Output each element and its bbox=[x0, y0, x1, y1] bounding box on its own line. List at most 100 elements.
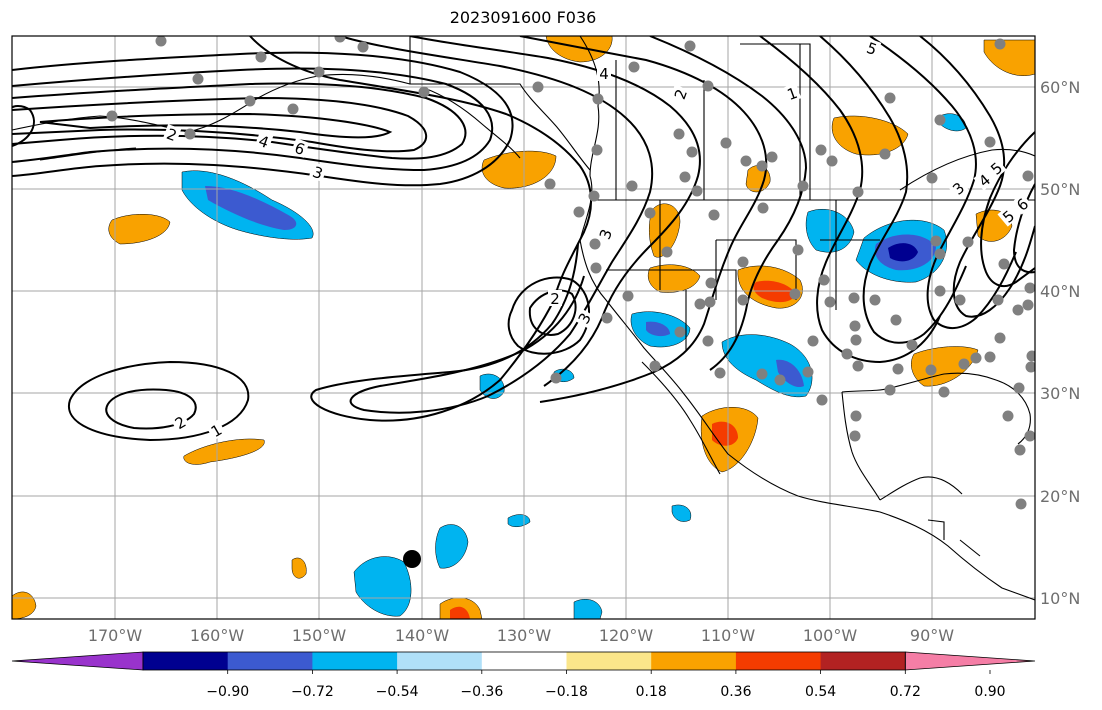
station-dot bbox=[1024, 430, 1035, 442]
station-dot bbox=[824, 296, 836, 308]
station-dot bbox=[106, 110, 118, 122]
station-dot bbox=[849, 320, 861, 332]
station-dot bbox=[589, 238, 601, 250]
colorbar-box bbox=[397, 652, 483, 670]
station-dot bbox=[934, 248, 946, 260]
station-dot bbox=[192, 73, 204, 85]
station-dot bbox=[737, 256, 749, 268]
colorbar-box bbox=[820, 652, 906, 670]
station-dot bbox=[674, 326, 686, 338]
station-dot bbox=[691, 185, 703, 197]
colorbar-box bbox=[481, 652, 567, 670]
station-dot bbox=[255, 51, 267, 63]
colorbar-tick-label: −0.18 bbox=[545, 684, 588, 700]
station-dot bbox=[756, 368, 768, 380]
station-dot bbox=[590, 262, 602, 274]
shade-orange bbox=[911, 346, 979, 387]
station-dot bbox=[661, 246, 673, 258]
station-dot bbox=[926, 172, 938, 184]
colorbar-frame bbox=[142, 651, 906, 671]
colorbar-tick-label: −0.54 bbox=[376, 684, 419, 700]
station-dot bbox=[1022, 170, 1034, 182]
colorbar-tick-labels: −0.90 −0.72 −0.54 −0.36 −0.18 0.18 0.36 0.54 0.7… bbox=[206, 670, 1006, 700]
station-dot bbox=[816, 394, 828, 406]
station-dot bbox=[884, 92, 896, 104]
station-dot bbox=[705, 277, 717, 289]
station-dot bbox=[679, 171, 691, 183]
station-dot bbox=[628, 61, 640, 73]
station-dot bbox=[649, 360, 661, 372]
contour-label-bg bbox=[973, 169, 995, 191]
shade-blue bbox=[435, 524, 469, 569]
station-dot bbox=[573, 206, 585, 218]
longitude-label: 170°W bbox=[88, 626, 143, 645]
shade-orange bbox=[647, 264, 701, 293]
station-dot bbox=[850, 334, 862, 346]
latitude-label: 30°N bbox=[1040, 384, 1080, 403]
station-dot bbox=[802, 366, 814, 378]
station-dot bbox=[720, 137, 732, 149]
station-dot bbox=[841, 348, 853, 360]
contour-label-bg bbox=[595, 224, 615, 244]
station-markers bbox=[106, 36, 1035, 510]
station-dot bbox=[714, 367, 726, 379]
shade-orange bbox=[831, 115, 909, 156]
latitude-tick-labels: 60°N 50°N 40°N 30°N 20°N 10°N bbox=[1040, 78, 1080, 608]
latitude-label: 10°N bbox=[1040, 589, 1080, 608]
station-dot bbox=[1012, 304, 1024, 316]
contour-label-bg bbox=[254, 131, 274, 151]
station-dot bbox=[992, 294, 1004, 306]
station-dot bbox=[938, 386, 950, 398]
station-dot bbox=[244, 95, 256, 107]
station-dot bbox=[673, 128, 685, 140]
colorbar-box bbox=[312, 652, 398, 670]
contour-label-bg bbox=[997, 205, 1019, 227]
station-dot bbox=[601, 312, 613, 324]
shade-darkblue bbox=[646, 321, 670, 337]
colorbar-tick-label: 0.36 bbox=[720, 684, 751, 700]
station-dot bbox=[792, 244, 804, 256]
station-dot bbox=[684, 40, 696, 52]
colorbar-tick-label: 0.90 bbox=[974, 684, 1005, 700]
station-dot bbox=[313, 66, 325, 78]
station-dot bbox=[740, 155, 752, 167]
station-dot bbox=[766, 151, 778, 163]
contour-label-bg bbox=[308, 162, 328, 182]
colorbar-box bbox=[227, 652, 313, 670]
station-dot bbox=[334, 36, 346, 43]
station-dot bbox=[588, 190, 600, 202]
storm-center-marker bbox=[403, 550, 421, 568]
contour-label-bg bbox=[169, 411, 191, 433]
station-dot bbox=[737, 294, 749, 306]
station-dot bbox=[532, 81, 544, 93]
station-dot bbox=[962, 236, 974, 248]
station-dot bbox=[756, 160, 768, 172]
shade-blue bbox=[353, 556, 412, 617]
station-dot bbox=[644, 207, 656, 219]
contour-label-bg bbox=[782, 83, 802, 103]
colorbar-box bbox=[735, 652, 822, 670]
latitude-label: 40°N bbox=[1040, 282, 1080, 301]
station-dot bbox=[622, 290, 634, 302]
contour-label-bg bbox=[985, 157, 1007, 179]
station-dot bbox=[906, 339, 918, 351]
shade-red bbox=[712, 421, 738, 446]
shade-blue bbox=[573, 599, 603, 619]
station-dot bbox=[686, 146, 698, 158]
contour-lines bbox=[12, 36, 1035, 442]
station-dot bbox=[850, 410, 862, 422]
station-dot bbox=[958, 358, 970, 370]
shade-navy bbox=[888, 243, 918, 262]
station-dot bbox=[892, 363, 904, 375]
longitude-label: 130°W bbox=[497, 626, 552, 645]
latitude-label: 60°N bbox=[1040, 78, 1080, 97]
colorbar-box bbox=[143, 652, 229, 670]
station-dot bbox=[544, 178, 556, 190]
station-dot bbox=[848, 292, 860, 304]
station-dot bbox=[550, 372, 562, 384]
station-dot bbox=[1022, 299, 1034, 311]
station-dot bbox=[934, 285, 946, 297]
station-dot bbox=[934, 114, 946, 126]
latitude-label: 50°N bbox=[1040, 180, 1080, 199]
